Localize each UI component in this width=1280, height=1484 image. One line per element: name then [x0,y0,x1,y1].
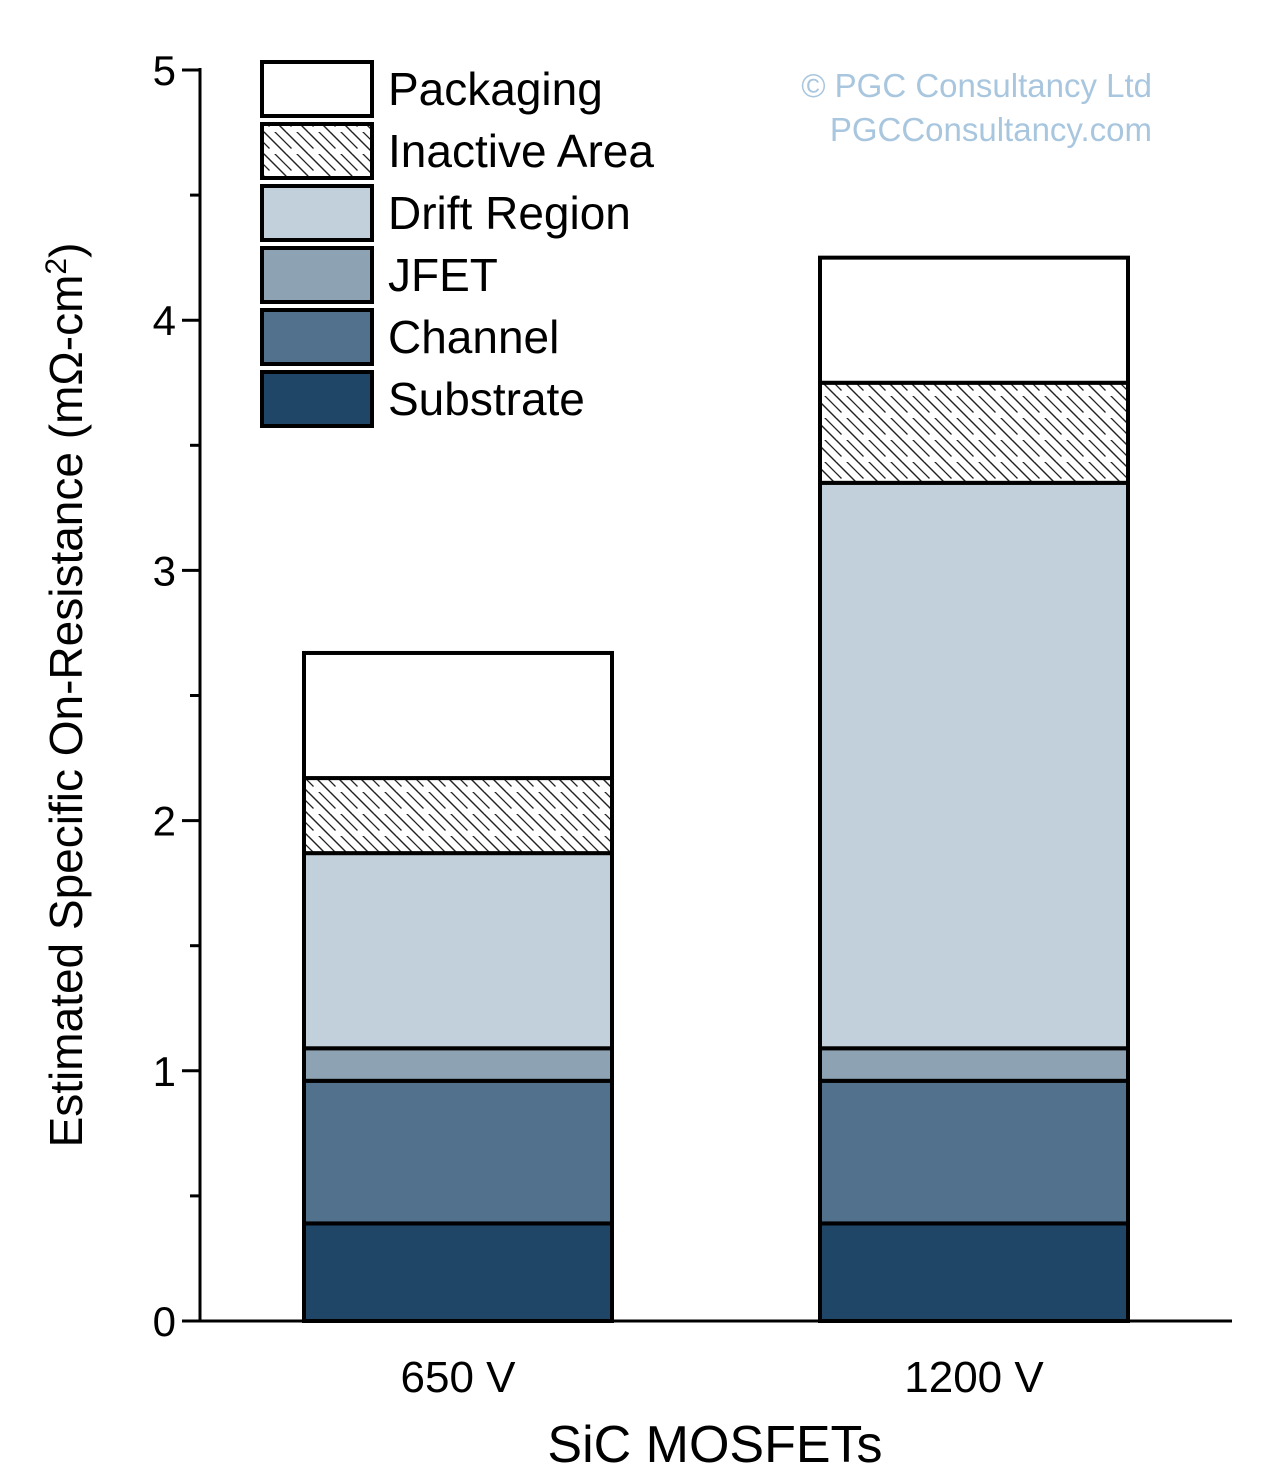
legend-item: Packaging [260,60,603,118]
x-tick-label: 650 V [401,1353,517,1402]
legend-label: JFET [388,249,498,301]
watermark-text: PGCConsultancy.com [830,111,1152,148]
y-tick-label: 2 [153,798,176,845]
axes: 0 1 2 3 4 5 [153,47,1232,1345]
legend-swatch [260,184,374,242]
legend-swatch [260,122,374,180]
legend-swatch [260,60,374,118]
bar-segment-packaging-1 [818,255,1130,385]
legend-label: Drift Region [388,187,631,239]
bar-segment-inactive-area-1 [818,380,1130,485]
bars: 650 V 1200 V [302,255,1130,1402]
bar-segment-jfet-1 [818,1046,1130,1083]
legend-item: Inactive Area [260,122,654,180]
y-axis-title: Estimated Specific On-Resistance (mΩ-cm2… [40,243,93,1148]
bar-segment-packaging-0 [302,650,614,781]
legend-label: Packaging [388,63,603,115]
legend-item: Channel [260,308,559,366]
y-tick-label: 5 [153,47,176,94]
bar-segment-channel-1 [818,1078,1130,1226]
legend-swatch [260,308,374,366]
legend: Packaging Inactive Area Drift Region JFET Ch… [260,60,654,428]
legend-label: Inactive Area [388,125,654,177]
x-tick-label: 1200 V [904,1353,1044,1402]
legend-label: Substrate [388,373,585,425]
legend-item: Substrate [260,370,585,428]
legend-label: Channel [388,311,559,363]
legend-swatch [260,246,374,304]
labels: SiC MOSFETs Estimated Specific On-Resista… [40,67,1153,1474]
x-axis-title: SiC MOSFETs [547,1416,882,1474]
y-tick-label: 4 [153,297,176,344]
bar-segment-substrate-0 [302,1221,614,1323]
bar-segment-drift-region-0 [302,851,614,1051]
bar-segment-inactive-area-0 [302,776,614,856]
bar-segment-jfet-0 [302,1046,614,1083]
legend-item: Drift Region [260,184,631,242]
y-tick-label: 1 [153,1048,176,1095]
legend-item: JFET [260,246,498,304]
bar-segment-channel-0 [302,1078,614,1226]
bar-segment-drift-region-1 [818,480,1130,1051]
watermark-text: © PGC Consultancy Ltd [801,67,1152,104]
y-tick-label: 3 [153,547,176,594]
y-tick-label: 0 [153,1298,176,1345]
bar-segment-substrate-1 [818,1221,1130,1323]
legend-swatch [260,370,374,428]
